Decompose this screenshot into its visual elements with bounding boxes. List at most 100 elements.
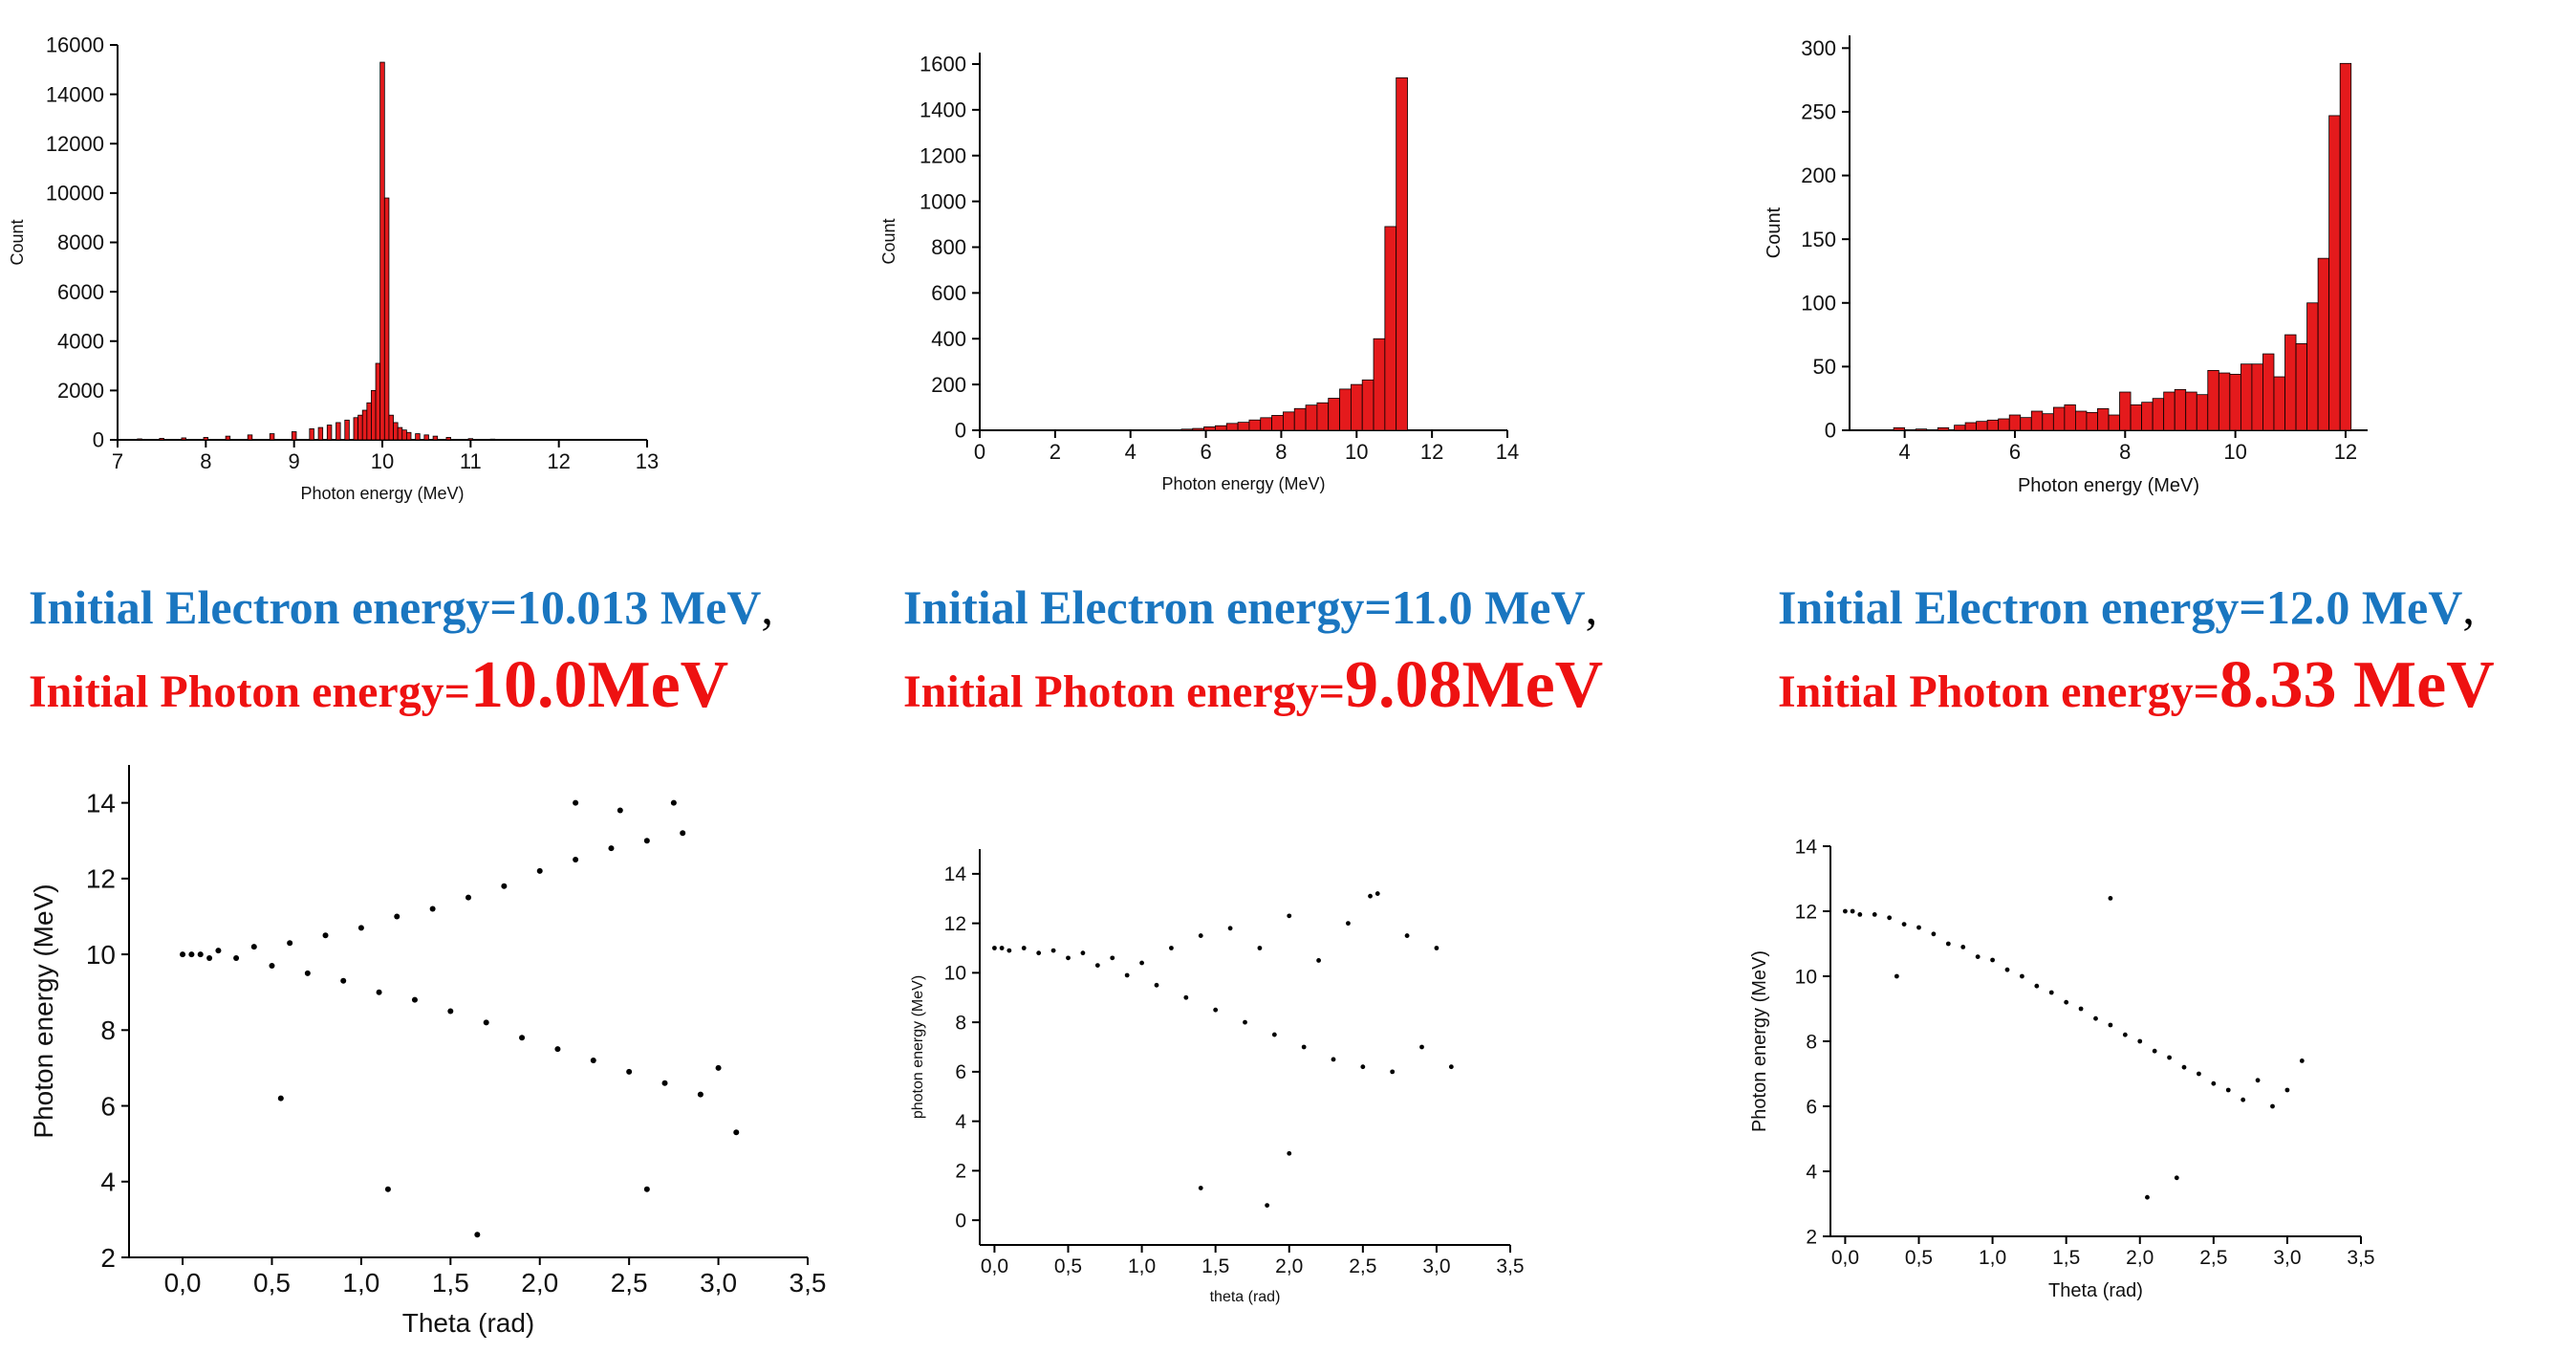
- scatter-point: [1419, 1044, 1424, 1050]
- x-tick-label: 3,0: [700, 1268, 737, 1298]
- histogram-bar: [1282, 411, 1295, 431]
- caption-photon-label-1: Initial Photon energy=: [29, 666, 471, 717]
- x-axis-title: theta (rad): [1210, 1289, 1281, 1305]
- x-tick-label: 3,5: [1496, 1255, 1524, 1277]
- scatter-point: [1960, 945, 1966, 949]
- scatter-point: [536, 867, 543, 874]
- scatter-point: [1139, 960, 1144, 966]
- y-tick-label: 200: [931, 373, 966, 397]
- scatter-point: [2078, 1006, 2084, 1012]
- x-tick-label: 2,5: [2199, 1247, 2227, 1269]
- histogram-bar: [1180, 428, 1194, 431]
- histogram-bar: [1986, 419, 2000, 431]
- histogram-bar: [2196, 394, 2209, 431]
- scatter-point: [376, 989, 382, 995]
- histogram-bar: [366, 402, 372, 441]
- scatter-point: [1050, 948, 1056, 953]
- scatter-point: [1901, 922, 1907, 927]
- caption-electron-energy-1: Initial Electron energy=10.013 MeV: [29, 580, 762, 634]
- y-tick-label: 100: [1801, 291, 1836, 315]
- caption-comma-1: ,: [761, 580, 773, 634]
- y-tick-label: 1200: [920, 143, 966, 167]
- scatter-point: [1975, 954, 1981, 959]
- histogram-bar: [445, 437, 451, 441]
- scatter-point: [287, 940, 293, 947]
- histogram-bar: [1192, 427, 1204, 431]
- x-tick-label: 1,0: [342, 1268, 379, 1298]
- histogram-bar: [326, 425, 333, 441]
- y-axis-title: Photon energy (MeV): [1749, 950, 1770, 1132]
- caption-photon-label-3: Initial Photon energy=: [1778, 666, 2220, 717]
- scatter-point: [2225, 1087, 2231, 1093]
- histogram-bar: [405, 431, 412, 441]
- histogram-bar: [225, 435, 231, 441]
- scatter-point: [2174, 1175, 2179, 1181]
- scatter-point: [2108, 1022, 2113, 1028]
- x-tick-label: 2,0: [2126, 1247, 2154, 1269]
- x-tick-label: 3,5: [790, 1268, 827, 1298]
- y-tick-label: 2: [100, 1243, 116, 1273]
- y-tick-label: 200: [1801, 164, 1836, 187]
- scatter-point: [277, 1095, 284, 1102]
- scatter-point: [2093, 1015, 2098, 1021]
- scatter-point: [1243, 1019, 1247, 1025]
- histogram-bar: [423, 434, 429, 441]
- x-tick-label: 3,5: [2347, 1247, 2374, 1269]
- y-tick-label: 1400: [920, 98, 966, 122]
- scatter-point: [1916, 925, 1921, 930]
- histogram-bar: [1350, 383, 1363, 431]
- x-tick-label: 12: [1420, 440, 1443, 464]
- scatter-point: [1434, 946, 1440, 950]
- histogram-bar: [1361, 379, 1375, 431]
- scatter-point: [1265, 1203, 1270, 1208]
- scatter-point: [1857, 912, 1863, 917]
- scatter-point: [1931, 931, 1937, 937]
- scatter-point: [2004, 967, 2010, 972]
- x-tick-label: 8: [200, 449, 211, 473]
- scatter-point: [501, 883, 508, 889]
- scatter-point: [2197, 1071, 2201, 1077]
- histogram-bar: [1203, 426, 1216, 431]
- y-tick-label: 14: [1795, 836, 1818, 858]
- scatter-point: [1843, 908, 1848, 914]
- histogram-bar: [2020, 417, 2032, 431]
- histogram-bar: [357, 414, 363, 441]
- scatter-point: [1169, 946, 1174, 950]
- hist-3-svg: 4 6 8 10 12 0 50 100 150 200 250 300 Photon energy (…: [1764, 35, 2368, 496]
- x-tick-label: 4: [1125, 440, 1136, 464]
- scatter-point: [573, 857, 579, 863]
- y-axis-title: Count: [8, 219, 27, 265]
- histogram-bar: [401, 429, 407, 441]
- histogram-bar: [2317, 257, 2330, 431]
- histogram-bar: [1113, 429, 1126, 431]
- histogram-bar: [1305, 404, 1318, 431]
- histogram-bar: [2174, 388, 2187, 431]
- x-tick-label: 2,5: [611, 1268, 648, 1298]
- y-tick-label: 8: [100, 1015, 116, 1045]
- histogram-bar: [2163, 391, 2176, 431]
- histogram-bar: [2218, 372, 2231, 431]
- scatter-point: [250, 944, 257, 950]
- histogram-bar: [2229, 373, 2241, 431]
- x-tick-label: 3,0: [2273, 1247, 2301, 1269]
- scatter-point: [2255, 1078, 2261, 1083]
- x-tick-label: 10: [2223, 440, 2246, 464]
- x-tick-label: 1,0: [1128, 1255, 1156, 1277]
- histogram-bar: [2097, 407, 2110, 431]
- histogram-bar: [511, 439, 518, 441]
- scatter-point: [670, 799, 677, 806]
- y-tick-label: 4000: [57, 329, 104, 353]
- scatter-point: [1094, 963, 1100, 969]
- y-axis-title: Count: [879, 218, 898, 264]
- histogram-bar: [1964, 422, 1978, 431]
- scatter-point: [2064, 999, 2069, 1005]
- scatter-point: [2122, 1032, 2128, 1037]
- y-tick-label: 6: [100, 1091, 116, 1121]
- scatter-point: [999, 946, 1005, 950]
- histogram-bar: [137, 438, 142, 441]
- scatter-point: [474, 1232, 481, 1238]
- histogram-chart-1: 7 8 9 10 11 12 13 0 2000 4000 6000 8000 10000 12000 14…: [0, 24, 688, 521]
- scatter-point: [519, 1035, 526, 1041]
- histogram-bar: [2030, 410, 2044, 431]
- scatter-point: [1346, 921, 1351, 927]
